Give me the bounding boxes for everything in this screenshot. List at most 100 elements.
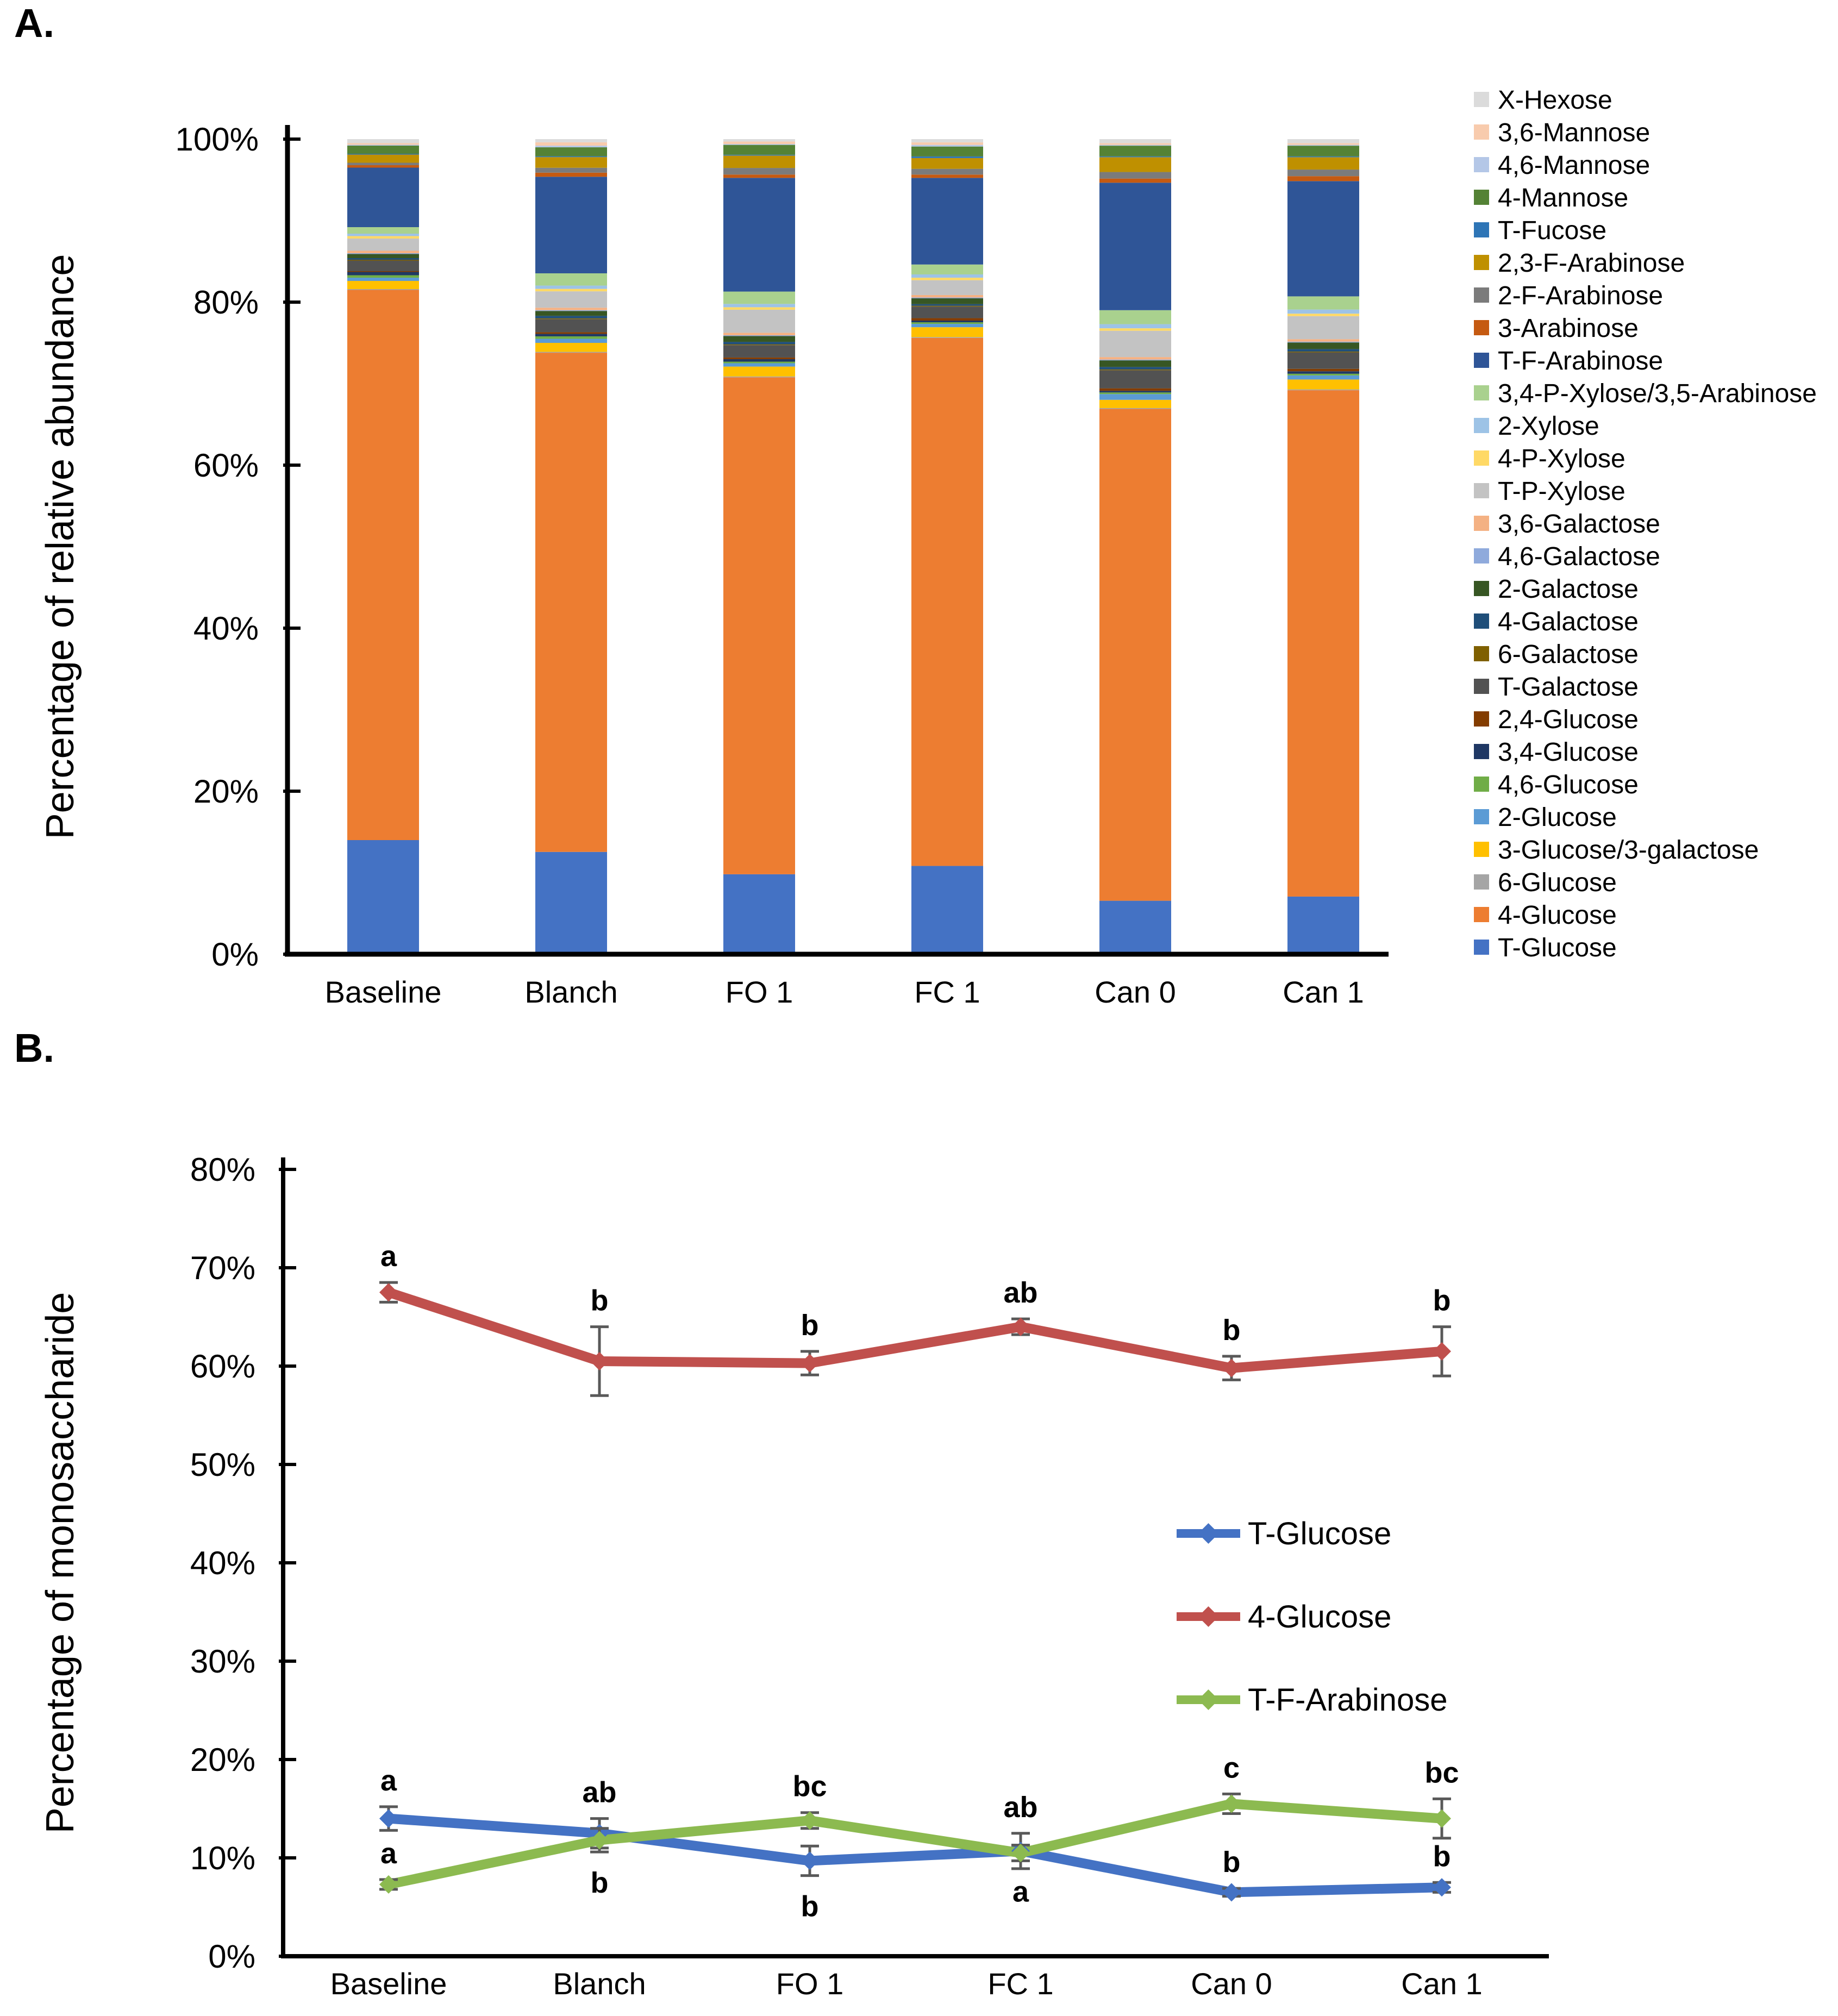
panel-b-label: B. xyxy=(14,1025,54,1070)
legend-swatch-icon xyxy=(1474,353,1489,368)
bar-segment xyxy=(1099,310,1171,324)
bar-segment xyxy=(535,156,607,158)
y-tick-label: 80% xyxy=(193,284,259,321)
bar-segment xyxy=(1099,139,1171,143)
bar-segment xyxy=(1287,379,1359,390)
bar-segment xyxy=(1099,408,1171,409)
legend-item: 4-P-Xylose xyxy=(1474,444,1626,473)
legend-label: T-Fucose xyxy=(1498,216,1606,245)
data-point-marker xyxy=(801,1811,819,1830)
bar-segment xyxy=(911,145,983,147)
stacked-bar-chart: Percentage of relative abundance 0% 20% 40%… xyxy=(39,86,1817,1009)
y-axis-title: Percentage of monosaccharide xyxy=(39,1292,82,1834)
bar-segment xyxy=(911,866,983,954)
legend-item: T-F-Arabinose xyxy=(1474,347,1663,375)
x-category-label: Can 0 xyxy=(1095,975,1176,1009)
bar-segment xyxy=(723,344,795,346)
bar-segment xyxy=(911,305,983,307)
x-category-label: Blanch xyxy=(524,975,617,1009)
legend-label: 2,3-F-Arabinose xyxy=(1498,249,1685,278)
bar-segment xyxy=(723,363,795,367)
legend-item: T-Galactose xyxy=(1474,673,1639,702)
y-tick-label: 10% xyxy=(190,1840,255,1876)
bar-segment xyxy=(535,139,607,143)
legend-item: T-P-Xylose xyxy=(1474,477,1626,506)
significance-letter: b xyxy=(801,1890,819,1923)
bar-segment xyxy=(723,342,795,345)
bar-segment xyxy=(1287,157,1359,170)
legend-swatch-icon xyxy=(1474,809,1489,824)
legend: X-Hexose 3,6-Mannose 4,6-Mannose 4-Mannose T… xyxy=(1474,86,1817,962)
bar-segment xyxy=(1287,176,1359,181)
x-category-label: Baseline xyxy=(330,1967,447,2001)
legend-label: 2,4-Glucose xyxy=(1498,705,1639,734)
bar-segment xyxy=(911,337,983,338)
bar-segment xyxy=(1287,314,1359,316)
bar-segment xyxy=(347,251,419,253)
bar-segment xyxy=(911,174,983,178)
bar-segment xyxy=(911,337,983,866)
legend-label: 2-Xylose xyxy=(1498,412,1599,441)
significance-letter: ab xyxy=(1003,1276,1037,1309)
significance-letter: bc xyxy=(792,1770,827,1803)
bar-segment xyxy=(535,852,607,954)
data-point-marker xyxy=(1433,1809,1451,1828)
bar-segment xyxy=(347,154,419,163)
y-tick-label: 40% xyxy=(193,610,259,647)
bar-segment xyxy=(911,297,983,299)
bar-segment xyxy=(347,145,419,146)
legend-swatch-icon xyxy=(1474,255,1489,270)
bar-FC 1 xyxy=(911,139,983,954)
significance-letter: bc xyxy=(1424,1756,1459,1789)
bar-segment xyxy=(1287,146,1359,156)
significance-letter: a xyxy=(380,1240,397,1273)
y-tick-label: 20% xyxy=(193,773,259,810)
bar-segment xyxy=(535,142,607,146)
legend-swatch-icon xyxy=(1474,679,1489,694)
legend-swatch-icon xyxy=(1474,157,1489,172)
legend-item: 4-Mannose xyxy=(1474,184,1628,212)
legend-item: 2-Galactose xyxy=(1474,575,1639,604)
bar-segment xyxy=(911,274,983,278)
bar-segment xyxy=(911,142,983,145)
y-tick-label: 60% xyxy=(190,1348,255,1385)
significance-letter: b xyxy=(591,1285,609,1317)
legend-swatch-icon xyxy=(1474,287,1489,303)
bar-segment xyxy=(1287,139,1359,143)
bar-segment xyxy=(723,336,795,342)
data-line xyxy=(384,1287,1447,1373)
y-tick-label: 20% xyxy=(190,1742,255,1778)
legend-item: 4,6-Glucose xyxy=(1474,771,1639,799)
bar-Baseline xyxy=(347,139,419,954)
bar-segment xyxy=(347,167,419,227)
data-line xyxy=(384,1813,1447,1898)
bar-segment xyxy=(911,156,983,158)
bar-segment xyxy=(347,146,419,154)
legend-label: 3-Glucose/3-galactose xyxy=(1498,836,1759,865)
bar-segment xyxy=(535,289,607,292)
legend-item: T-Fucose xyxy=(1474,216,1606,245)
bar-segment xyxy=(723,345,795,358)
bar-segment xyxy=(1099,357,1171,360)
bar-segment xyxy=(1099,900,1171,954)
bar-segment xyxy=(911,278,983,280)
bar-segment xyxy=(1287,156,1359,158)
legend-label: T-Glucose xyxy=(1248,1516,1391,1551)
legend-item: X-Hexose xyxy=(1474,86,1612,115)
legend-swatch-icon xyxy=(1474,190,1489,205)
legend-swatch-icon xyxy=(1474,907,1489,922)
bar-segment xyxy=(347,236,419,239)
legend-item: 4-Galactose xyxy=(1474,608,1639,636)
bar-segment xyxy=(1099,157,1171,172)
x-category-label: FC 1 xyxy=(987,1967,1053,2001)
legend-label: 4-Glucose xyxy=(1498,901,1617,930)
bar-segment xyxy=(723,154,795,156)
legend-item: T-F-Arabinose xyxy=(1177,1682,1447,1718)
bar-segment xyxy=(1099,178,1171,183)
legend-swatch-icon xyxy=(1474,92,1489,107)
bar-segment xyxy=(347,227,419,234)
bar-segment xyxy=(535,147,607,156)
data-point-marker xyxy=(1011,1843,1030,1862)
legend-item: 3,6-Galactose xyxy=(1474,510,1660,539)
bar-segment xyxy=(535,343,607,352)
